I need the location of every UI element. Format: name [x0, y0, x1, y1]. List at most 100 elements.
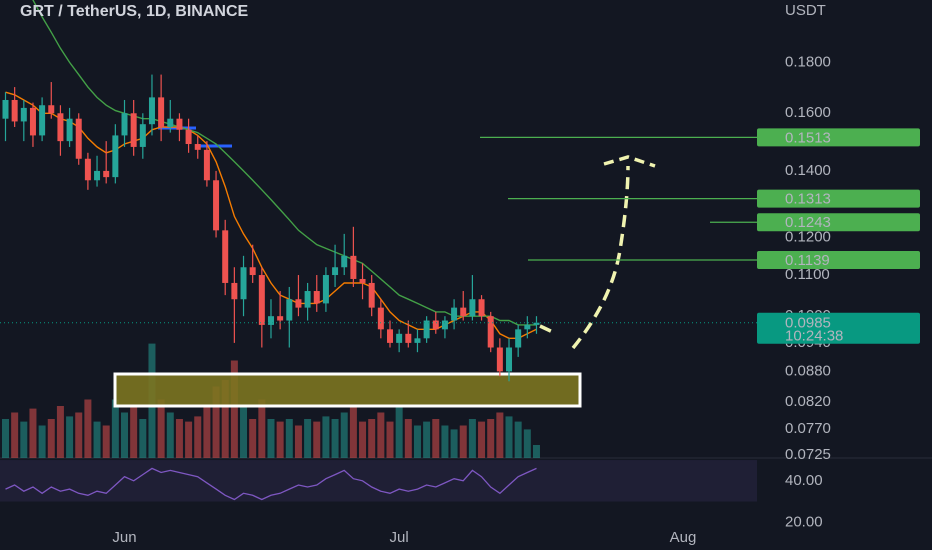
- rsi-band: [0, 460, 757, 502]
- level-tag: [757, 213, 920, 232]
- candle-body: [515, 329, 522, 348]
- volume-bar: [404, 419, 412, 458]
- volume-bar: [258, 399, 266, 458]
- x-tick-label: Aug: [670, 529, 697, 546]
- countdown: 10:24:38: [785, 328, 843, 345]
- volume-bar: [185, 421, 193, 458]
- lines-layer: [5, 0, 537, 339]
- level-label: 0.1139: [785, 252, 830, 269]
- candle-body: [313, 291, 320, 304]
- candle-body: [258, 275, 265, 325]
- candle-body: [240, 267, 247, 300]
- last-price-label: 0.0985: [785, 315, 831, 332]
- volume-bar: [38, 425, 46, 458]
- volume-bar: [221, 380, 229, 458]
- y-tick-label: 0.0820: [785, 393, 831, 410]
- candle-body: [84, 158, 91, 181]
- volume-bar: [66, 416, 74, 458]
- volume-bar: [413, 425, 421, 458]
- y-tick-label: 0.0725: [785, 446, 831, 463]
- candle-body: [359, 278, 366, 283]
- candle-body: [469, 299, 476, 317]
- candle-body: [213, 180, 220, 231]
- level-label: 0.1313: [785, 191, 831, 208]
- volume-bar: [93, 421, 101, 458]
- volume-bar: [1, 419, 9, 458]
- volume-bar: [102, 425, 110, 458]
- candle-body: [506, 347, 513, 372]
- candle-body: [231, 282, 238, 300]
- y-tick-label: 0.1100: [785, 266, 830, 283]
- volume-bar: [432, 419, 440, 458]
- candle-body: [487, 316, 494, 348]
- level-tag: [757, 189, 920, 208]
- volume-bar: [395, 406, 403, 458]
- volume-bar: [121, 412, 129, 458]
- y-tick-label: 0.0880: [785, 362, 831, 379]
- candle-body: [57, 113, 64, 142]
- candle-body: [194, 144, 201, 150]
- candle-body: [75, 118, 82, 159]
- axis-unit: USDT: [785, 2, 826, 19]
- volume-bar: [276, 421, 284, 458]
- candle-body: [304, 291, 311, 308]
- volume-bar: [203, 406, 211, 458]
- drawings: [113, 126, 582, 408]
- volume-bar: [294, 425, 302, 458]
- volume-bar: [75, 412, 83, 458]
- volume-bar: [240, 406, 248, 458]
- chart-title: GRT / TetherUS, 1D, BINANCE: [20, 3, 249, 20]
- volume-bar: [386, 421, 394, 458]
- candle-body: [423, 320, 430, 339]
- rsi-line: [5, 467, 537, 501]
- volume-bar: [20, 421, 28, 458]
- candle-body: [295, 299, 302, 308]
- volume-bar: [130, 406, 138, 458]
- volume-bar: [368, 419, 376, 458]
- candle-body: [432, 320, 439, 330]
- volume-bar: [450, 429, 458, 458]
- volume-bar: [349, 406, 357, 458]
- volume-bar: [377, 412, 385, 458]
- volume-bar: [441, 425, 449, 458]
- y-tick-label: 0.1800: [785, 53, 831, 70]
- volume-bar: [523, 429, 531, 458]
- y-tick-label: 0.0770: [785, 420, 831, 437]
- volume-bar: [84, 399, 92, 458]
- candle-body: [387, 329, 393, 343]
- level-label: 0.1513: [785, 129, 831, 146]
- candle-body: [39, 105, 46, 136]
- x-tick-label: Jul: [390, 529, 409, 546]
- moving-average: [32, 0, 537, 326]
- volume-bar: [212, 386, 220, 458]
- candle-body: [441, 320, 448, 330]
- arrow-segment: [539, 324, 558, 336]
- volume-bar: [11, 412, 19, 458]
- candle-body: [103, 170, 110, 178]
- candle-body: [121, 113, 128, 136]
- candle-body: [158, 97, 165, 127]
- candle-body: [524, 324, 531, 330]
- candle-body: [533, 322, 540, 325]
- candle-body: [20, 107, 27, 122]
- candle-body: [2, 99, 9, 119]
- volume-bar: [285, 419, 293, 458]
- volume-bar: [496, 412, 504, 458]
- y-tick-label: 0.1600: [785, 104, 831, 121]
- volume-bar: [47, 419, 55, 458]
- volume-bar: [505, 416, 513, 458]
- rsi-tick-label: 40.00: [785, 472, 823, 489]
- candle-body: [451, 307, 458, 321]
- candle-body: [332, 267, 339, 276]
- candle-body: [350, 255, 357, 279]
- volume-bar: [331, 419, 339, 458]
- volume-bar: [249, 419, 257, 458]
- candle-body: [167, 118, 174, 127]
- candle-body: [368, 282, 375, 308]
- candle-body: [277, 316, 284, 321]
- volume-bar: [468, 419, 476, 458]
- rsi-tick-label: 20.00: [785, 513, 823, 530]
- candle-body: [185, 129, 192, 145]
- volume-bar: [478, 421, 486, 458]
- arrow-head: [603, 155, 656, 168]
